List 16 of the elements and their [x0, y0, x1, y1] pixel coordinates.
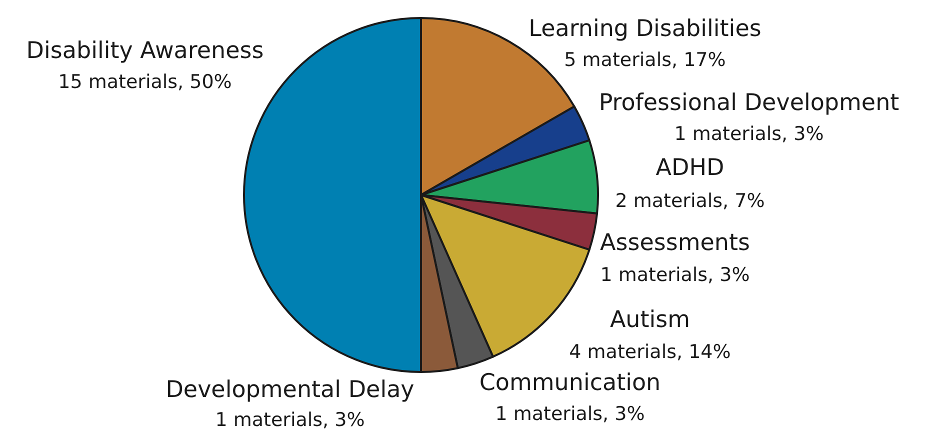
data-label: 4 materials, 14%	[569, 341, 731, 363]
data-label: 1 materials, 3%	[495, 403, 645, 425]
data-label: 1 materials, 3%	[215, 409, 365, 431]
slice-label: Communication	[479, 370, 661, 396]
slice-label: Autism	[610, 307, 690, 333]
data-label: 1 materials, 3%	[674, 123, 824, 145]
data-label: 1 materials, 3%	[600, 264, 750, 286]
slice-label: Professional Development	[598, 90, 900, 116]
data-label: 15 materials, 50%	[58, 71, 232, 93]
slice-label: Learning Disabilities	[528, 16, 762, 42]
slice-label: Assessments	[600, 230, 750, 256]
slice-label: Disability Awareness	[26, 38, 264, 64]
data-label: 5 materials, 17%	[564, 49, 726, 71]
data-label: 2 materials, 7%	[615, 190, 765, 212]
slice-label: Developmental Delay	[166, 377, 414, 403]
slice-label: ADHD	[656, 155, 724, 181]
